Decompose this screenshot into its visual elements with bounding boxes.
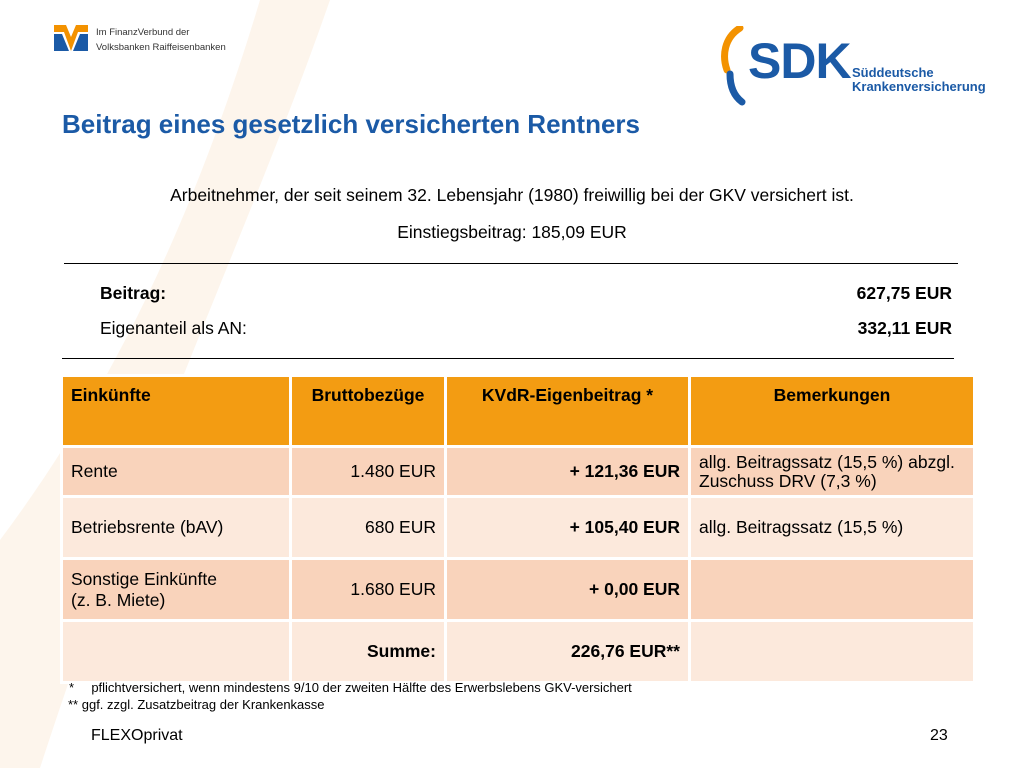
cell-bemerkung: allg. Beitragssatz (15,5 %) bbox=[688, 495, 976, 560]
footnote-1: * pflichtversichert, wenn mindestens 9/1… bbox=[69, 679, 632, 696]
sdk-logo-word: SDK bbox=[748, 33, 852, 89]
bemerkung-line2: Zuschuss DRV (7,3 %) bbox=[699, 470, 877, 491]
sdk-logo-line2: Krankenversicherung bbox=[852, 79, 986, 94]
cell-einkuenfte bbox=[60, 619, 292, 684]
summary-eigenanteil-row: Eigenanteil als AN: 332,11 EUR bbox=[100, 318, 952, 339]
table-row: Rente 1.480 EUR + 121,36 EUR allg. Beitr… bbox=[60, 445, 976, 498]
summary-beitrag-row: Beitrag: 627,75 EUR bbox=[100, 283, 952, 304]
sdk-logo: SDK Süddeutsche Krankenversicherung bbox=[718, 26, 986, 106]
intro-line1: Arbeitnehmer, der seit seinem 32. Lebens… bbox=[170, 185, 854, 205]
table-row: Sonstige Einkünfte (z. B. Miete) 1.680 E… bbox=[60, 557, 976, 622]
cell-brutto: 1.480 EUR bbox=[289, 445, 447, 498]
beitrag-label: Beitrag: bbox=[100, 283, 167, 303]
header-bruttobezuege: Bruttobezüge bbox=[289, 374, 447, 448]
footnotes: * pflichtversichert, wenn mindestens 9/1… bbox=[68, 679, 632, 713]
beitrag-value: 627,75 EUR bbox=[856, 283, 952, 303]
divider-bottom bbox=[62, 358, 954, 359]
footnote-1-marker: * bbox=[69, 680, 75, 695]
cell-einkuenfte: Rente bbox=[60, 445, 292, 498]
einkuenfte-line1: Sonstige Einkünfte bbox=[71, 568, 217, 589]
footnote-1-text: pflichtversichert, wenn mindestens 9/10 … bbox=[91, 680, 632, 695]
cell-kvdr: + 105,40 EUR bbox=[444, 495, 691, 560]
header-einkuenfte: Einkünfte bbox=[60, 374, 292, 448]
cell-einkuenfte: Betriebsrente (bAV) bbox=[60, 495, 292, 560]
cell-summe-value: 226,76 EUR** bbox=[444, 619, 691, 684]
divider-top bbox=[64, 263, 958, 264]
table-row: Betriebsrente (bAV) 680 EUR + 105,40 EUR… bbox=[60, 495, 976, 560]
cell-kvdr: + 0,00 EUR bbox=[444, 557, 691, 622]
cell-kvdr: + 121,36 EUR bbox=[444, 445, 691, 498]
cell-bemerkung bbox=[688, 557, 976, 622]
einkuenfte-line2: (z. B. Miete) bbox=[71, 589, 166, 610]
header-bemerkungen: Bemerkungen bbox=[688, 374, 976, 448]
vr-logo-line1: Im FinanzVerbund der bbox=[96, 27, 190, 38]
sdk-logo-line1: Süddeutsche bbox=[852, 65, 934, 80]
intro-line2: Einstiegsbeitrag: 185,09 EUR bbox=[397, 222, 627, 242]
cell-brutto: 680 EUR bbox=[289, 495, 447, 560]
cell-bemerkung: allg. Beitragssatz (15,5 %) abzgl. Zusch… bbox=[688, 445, 976, 498]
cell-summe-label: Summe: bbox=[289, 619, 447, 684]
eigenanteil-value: 332,11 EUR bbox=[857, 318, 952, 338]
vr-bank-logo-icon bbox=[54, 25, 88, 51]
cell-einkuenfte: Sonstige Einkünfte (z. B. Miete) bbox=[60, 557, 292, 622]
table-header-row: Einkünfte Bruttobezüge KVdR-Eigenbeitrag… bbox=[60, 374, 976, 448]
eigenanteil-label: Eigenanteil als AN: bbox=[100, 318, 247, 338]
vr-logo: Im FinanzVerbund der Volksbanken Raiffei… bbox=[54, 25, 226, 55]
footnote-2: ** ggf. zzgl. Zusatzbeitrag der Krankenk… bbox=[68, 697, 325, 712]
income-table: Einkünfte Bruttobezüge KVdR-Eigenbeitrag… bbox=[60, 374, 976, 684]
vr-logo-text: Im FinanzVerbund der Volksbanken Raiffei… bbox=[96, 25, 226, 55]
sdk-bracket-icon bbox=[721, 26, 746, 106]
cell-brutto: 1.680 EUR bbox=[289, 557, 447, 622]
cell-bemerkung bbox=[688, 619, 976, 684]
vr-logo-line2: Volksbanken Raiffeisenbanken bbox=[96, 42, 226, 53]
page-title: Beitrag eines gesetzlich versicherten Re… bbox=[62, 109, 641, 139]
table-row: Summe: 226,76 EUR** bbox=[60, 619, 976, 684]
bemerkung-line1: allg. Beitragssatz (15,5 %) abzgl. bbox=[699, 451, 955, 472]
footer-product-name: FLEXOprivat bbox=[91, 727, 183, 744]
page-number: 23 bbox=[930, 727, 948, 744]
header-kvdr: KVdR-Eigenbeitrag * bbox=[444, 374, 691, 448]
sdk-logo-subtitle: Süddeutsche Krankenversicherung bbox=[852, 66, 986, 94]
